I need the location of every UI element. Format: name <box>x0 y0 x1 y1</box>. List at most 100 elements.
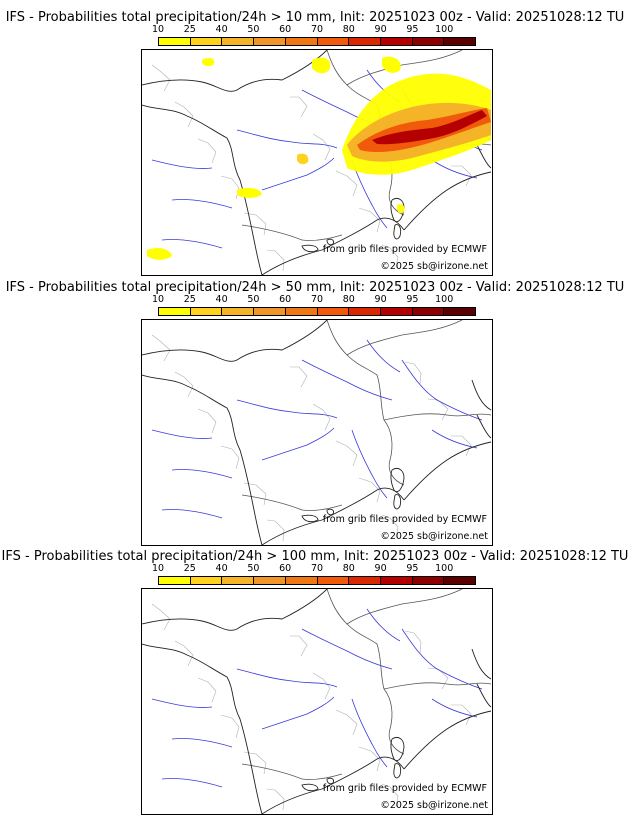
admin-boundary <box>290 635 308 657</box>
colorbar-tick-label: 90 <box>374 24 387 35</box>
river <box>161 778 223 788</box>
colorbar-segment <box>412 308 445 315</box>
coastline <box>403 710 492 770</box>
colorbar-tick-label: 95 <box>406 24 419 35</box>
river <box>171 199 233 209</box>
river <box>431 429 478 449</box>
admin-boundary <box>335 170 358 197</box>
admin-boundary <box>243 751 267 775</box>
colorbar-tick-label: 70 <box>310 24 324 35</box>
coastline <box>142 104 263 275</box>
colorbar-tick-label: 25 <box>183 24 196 35</box>
river <box>261 157 335 191</box>
country-border <box>346 589 463 625</box>
map-panel-100mm: IFS - Probabilities total precipitation/… <box>0 539 630 815</box>
colorbar-segment <box>412 38 445 45</box>
admin-boundary <box>174 640 194 667</box>
country-border <box>383 682 492 690</box>
colorbar-segment <box>317 38 350 45</box>
river <box>236 399 338 419</box>
coastline <box>393 224 402 240</box>
map-canvas <box>142 589 492 814</box>
map-panel-10mm: IFS - Probabilities total precipitation/… <box>0 0 630 276</box>
colorbar-segment <box>285 577 318 584</box>
colorbar-tick-label: 80 <box>342 294 355 305</box>
coastline <box>326 238 334 246</box>
copyright-credit: ©2025 sb@irizone.net <box>380 261 488 272</box>
river <box>161 509 223 519</box>
coastline <box>393 763 402 779</box>
precip-patch-north <box>312 57 331 74</box>
precip-probability-shading <box>147 56 491 260</box>
admin-boundary <box>381 244 399 269</box>
country-border <box>326 320 385 421</box>
admin-boundary <box>358 207 381 233</box>
country-border <box>383 688 405 755</box>
admin-boundary <box>335 709 358 736</box>
river <box>351 429 388 499</box>
colorbar-tick-label: 70 <box>310 563 324 574</box>
colorbar-segment <box>380 308 413 315</box>
colorbar-segment <box>380 577 413 584</box>
colorbar-tick-label: 10 <box>151 294 165 305</box>
country-border <box>383 413 492 421</box>
colorbar-segment <box>349 308 381 315</box>
colorbar-segment <box>349 577 381 584</box>
colorbar-tick-label: 100 <box>435 294 454 305</box>
colorbar-segment <box>222 308 255 315</box>
river <box>301 628 393 670</box>
panel-title: IFS - Probabilities total precipitation/… <box>5 280 625 295</box>
colorbar-segment <box>444 38 476 45</box>
coastline <box>261 217 405 275</box>
admin-boundary <box>381 783 399 808</box>
admin-boundary <box>174 101 194 128</box>
colorbar-tick-label: 95 <box>406 294 419 305</box>
colorbar-segment <box>349 38 381 45</box>
river <box>236 668 338 688</box>
copyright-credit: ©2025 sb@irizone.net <box>380 531 488 542</box>
map-canvas <box>142 50 492 275</box>
colorbar-tick-label: 50 <box>247 294 260 305</box>
country-border <box>346 320 463 356</box>
colorbar-segment <box>285 38 318 45</box>
admin-boundary <box>312 133 331 161</box>
colorbar-segment <box>190 308 223 315</box>
river <box>401 359 483 421</box>
probability-map: from grib files provided by ECMWF ©2025 … <box>141 319 493 546</box>
precip-area-darkred <box>372 110 487 145</box>
precip-patch-center <box>297 153 309 165</box>
river <box>171 738 233 748</box>
admin-boundary <box>312 403 331 431</box>
precip-patch-corsica <box>397 203 405 214</box>
colorbar-tick-label: 95 <box>406 563 419 574</box>
river <box>366 608 401 642</box>
coastline <box>326 777 334 785</box>
admin-boundary <box>197 677 217 703</box>
colorbar-tick-label: 50 <box>247 24 260 35</box>
coastline <box>390 197 405 223</box>
coastline <box>142 589 328 631</box>
coastline <box>326 508 334 516</box>
river <box>151 159 213 169</box>
colorbar <box>158 307 476 316</box>
colorbar-tick-label: 100 <box>435 24 454 35</box>
admin-boundary <box>358 746 381 772</box>
coastline <box>476 414 492 439</box>
river <box>366 339 401 373</box>
coastline <box>261 487 405 545</box>
admin-boundary <box>220 445 240 470</box>
admin-boundary <box>358 477 381 503</box>
source-credit: from grib files provided by ECMWF <box>322 244 487 255</box>
colorbar <box>158 37 476 46</box>
colorbar-tick-label: 40 <box>215 24 228 35</box>
colorbar-tick-label: 100 <box>435 563 454 574</box>
colorbar-segment <box>285 308 318 315</box>
colorbar-segment <box>159 577 191 584</box>
admin-boundary <box>197 138 217 164</box>
colorbar-segment <box>159 308 191 315</box>
coastline <box>142 320 328 362</box>
colorbar-segment <box>190 38 223 45</box>
admin-boundary <box>151 64 171 92</box>
river <box>236 129 338 149</box>
river <box>261 696 335 730</box>
